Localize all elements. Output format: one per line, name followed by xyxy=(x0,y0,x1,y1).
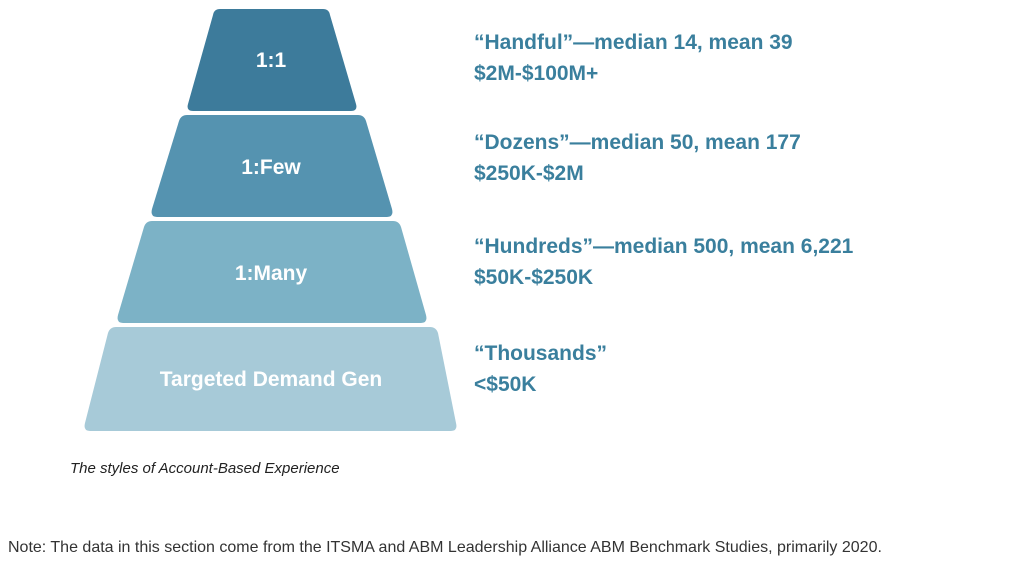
tier-3-description: “Hundreds”—median 500, mean 6,221 $50K-$… xyxy=(474,231,853,293)
pyramid-tier-4-shape xyxy=(84,327,457,431)
source-note: Note: The data in this section come from… xyxy=(8,539,882,556)
tier-2-range: $250K-$2M xyxy=(474,162,584,185)
tier-4-headline: “Thousands” xyxy=(474,342,608,365)
pyramid-tier-1-shape xyxy=(187,9,357,111)
tier-1-headline: “Handful”—median 14, mean 39 xyxy=(474,31,793,54)
pyramid-tier-2: 1:Few xyxy=(151,115,393,217)
tier-2-headline: “Dozens”—median 50, mean 177 xyxy=(474,131,801,154)
pyramid-diagram: 1:1 1:Few 1:Many Targeted Demand Gen xyxy=(84,9,457,431)
tier-2-description: “Dozens”—median 50, mean 177 $250K-$2M xyxy=(474,127,801,189)
tier-4-range: <$50K xyxy=(474,373,537,396)
tier-1-description: “Handful”—median 14, mean 39 $2M-$100M+ xyxy=(474,27,793,89)
pyramid-tier-3-shape xyxy=(117,221,427,323)
pyramid-tier-2-shape xyxy=(151,115,393,217)
pyramid-tier-4: Targeted Demand Gen xyxy=(84,327,457,431)
tier-3-headline: “Hundreds”—median 500, mean 6,221 xyxy=(474,235,854,258)
tier-3-range: $50K-$250K xyxy=(474,266,594,289)
pyramid-tier-2-label: 1:Few xyxy=(241,156,301,179)
tier-1-range: $2M-$100M+ xyxy=(474,62,599,85)
pyramid-tier-1-label: 1:1 xyxy=(256,49,287,72)
pyramid-tier-1: 1:1 xyxy=(187,9,357,111)
pyramid-tier-3: 1:Many xyxy=(117,221,427,323)
tier-4-description: “Thousands” <$50K xyxy=(474,338,607,400)
pyramid-tier-4-label: Targeted Demand Gen xyxy=(160,368,383,391)
diagram-caption: The styles of Account-Based Experience xyxy=(70,460,340,477)
pyramid-tier-3-label: 1:Many xyxy=(235,262,308,285)
